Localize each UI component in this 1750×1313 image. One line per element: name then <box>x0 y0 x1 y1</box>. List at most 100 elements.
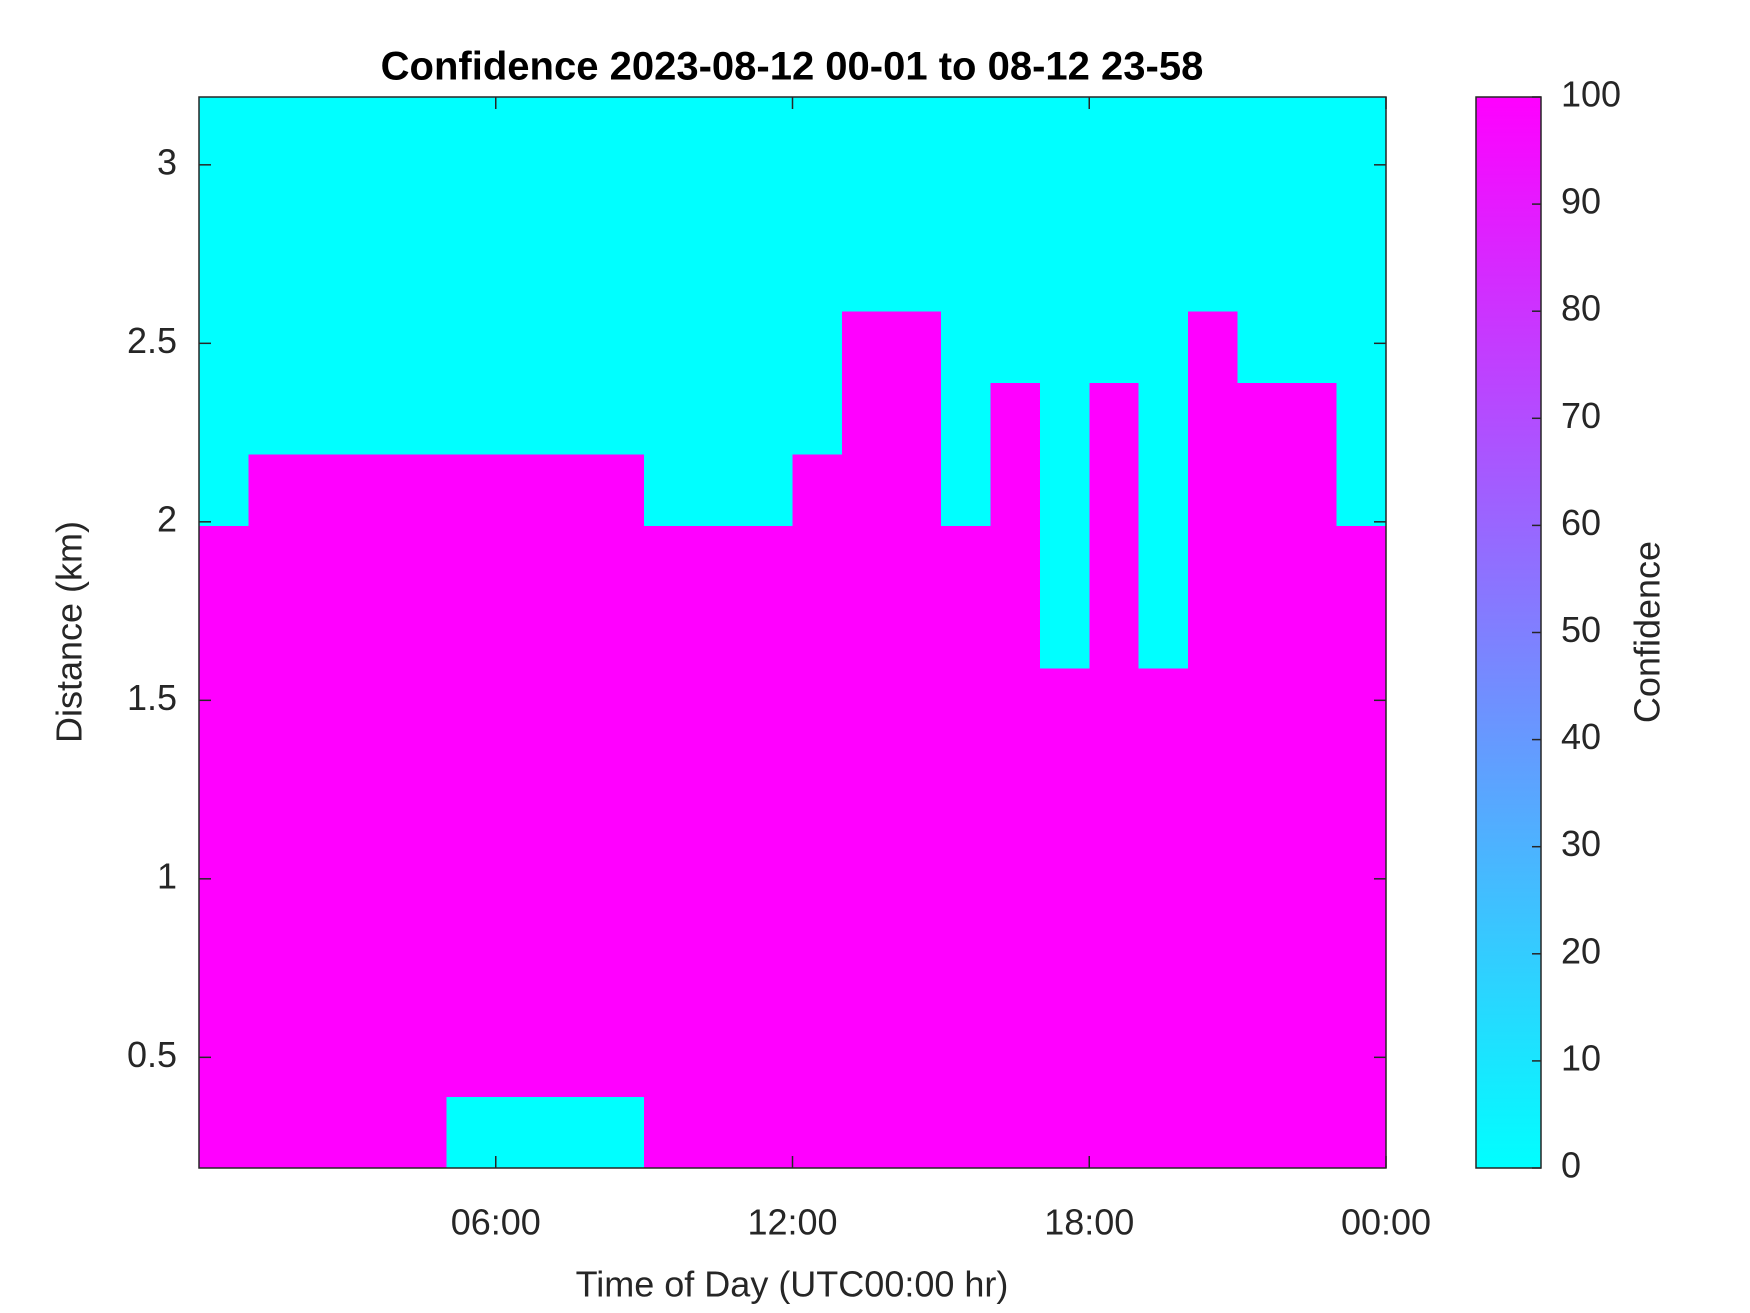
heatmap-cell <box>545 953 596 1026</box>
heatmap-cell <box>940 1025 991 1098</box>
heatmap-cell <box>495 811 546 883</box>
heatmap-cell <box>1237 739 1288 812</box>
heatmap-cell <box>990 1096 1041 1169</box>
heatmap-cell <box>1336 668 1387 741</box>
heatmap-cell <box>644 882 695 955</box>
heatmap-cell <box>1188 454 1239 526</box>
heatmap-cell <box>1287 382 1338 455</box>
heatmap-cell <box>891 311 942 384</box>
heatmap-cell <box>347 668 398 741</box>
heatmap-cell <box>644 953 695 1026</box>
colorbar <box>1475 96 1542 1169</box>
heatmap-cell <box>297 97 348 169</box>
heatmap-cell <box>693 811 744 883</box>
heatmap-cell <box>644 668 695 741</box>
heatmap-cell <box>891 168 942 241</box>
heatmap-cell <box>1138 953 1189 1026</box>
heatmap-cell <box>248 953 299 1026</box>
heatmap-cell <box>891 811 942 883</box>
heatmap-cell <box>1188 311 1239 384</box>
heatmap-cell <box>1336 168 1387 241</box>
heatmap-cell <box>743 525 793 598</box>
heatmap-cell <box>495 168 546 241</box>
heatmap-cell <box>248 454 299 526</box>
heatmap-cell <box>1237 953 1288 1026</box>
chart-title: Confidence 2023-08-12 00-01 to 08-12 23-… <box>381 45 1204 89</box>
heatmap-cell <box>297 1096 348 1169</box>
heatmap-cell <box>347 168 398 241</box>
heatmap-cell <box>347 454 398 526</box>
heatmap-cell <box>693 168 744 241</box>
heatmap-cell <box>199 811 249 883</box>
heatmap-cell <box>248 1025 299 1098</box>
heatmap-cell <box>1336 382 1387 455</box>
heatmap-cell <box>940 239 991 312</box>
heatmap-cell <box>841 239 892 312</box>
x-axis-label: Time of Day (UTC00:00 hr) <box>576 1264 1009 1305</box>
heatmap-cell <box>990 882 1041 955</box>
heatmap-cell <box>347 953 398 1026</box>
heatmap-cell <box>248 811 299 883</box>
heatmap-cell <box>1287 882 1338 955</box>
heatmap-cell <box>891 596 942 669</box>
heatmap-cell <box>248 97 299 169</box>
heatmap-cell <box>594 882 645 955</box>
heatmap-cell <box>248 739 299 812</box>
heatmap-cell <box>841 596 892 669</box>
heatmap-cell <box>990 454 1041 526</box>
heatmap-cell <box>940 596 991 669</box>
heatmap-cell <box>297 311 348 384</box>
heatmap-cell <box>446 668 497 741</box>
heatmap-cell <box>545 311 596 384</box>
heatmap-cell <box>644 454 695 526</box>
heatmap-cell <box>891 1096 942 1169</box>
heatmap-cell <box>940 382 991 455</box>
y-tick-label: 3 <box>157 141 177 182</box>
heatmap-cell <box>594 168 645 241</box>
heatmap-cell <box>297 953 348 1026</box>
heatmap-cell <box>743 739 793 812</box>
heatmap-cell <box>1188 382 1239 455</box>
heatmap-cell <box>396 882 447 955</box>
heatmap-cell <box>990 596 1041 669</box>
heatmap-cell <box>990 97 1041 169</box>
heatmap-cell <box>396 811 447 883</box>
heatmap-cell <box>743 168 793 241</box>
heatmap-cell <box>1287 454 1338 526</box>
heatmap-cell <box>446 454 497 526</box>
heatmap-cell <box>199 739 249 812</box>
heatmap-cell <box>248 668 299 741</box>
heatmap-cell <box>1138 454 1189 526</box>
heatmap-cell <box>594 1025 645 1098</box>
heatmap-cell <box>545 739 596 812</box>
heatmap-cell <box>644 596 695 669</box>
colorbar-tick-label: 0 <box>1561 1145 1581 1186</box>
heatmap-cell <box>1138 596 1189 669</box>
heatmap-cell <box>841 882 892 955</box>
heatmap-cell <box>396 454 447 526</box>
heatmap-cell <box>545 668 596 741</box>
colorbar-tick-label: 80 <box>1561 288 1601 329</box>
heatmap-cell <box>1237 668 1288 741</box>
heatmap-cell <box>396 97 447 169</box>
heatmap-cell <box>743 811 793 883</box>
heatmap-cell <box>297 382 348 455</box>
heatmap-cell <box>1336 525 1387 598</box>
heatmap-cell <box>891 525 942 598</box>
heatmap-cell <box>545 97 596 169</box>
heatmap-cell <box>1336 739 1387 812</box>
heatmap-cell <box>1237 1096 1288 1169</box>
heatmap-cell <box>940 882 991 955</box>
heatmap-cell <box>693 739 744 812</box>
heatmap-cell <box>545 811 596 883</box>
heatmap-cell <box>446 811 497 883</box>
heatmap-cell <box>446 1025 497 1098</box>
heatmap-cell <box>644 168 695 241</box>
heatmap-cell <box>1188 168 1239 241</box>
heatmap-cell <box>693 454 744 526</box>
heatmap-cell <box>1138 311 1189 384</box>
heatmap-cell <box>1237 382 1288 455</box>
heatmap-cell <box>347 311 398 384</box>
heatmap-cell <box>1138 739 1189 812</box>
heatmap-cell <box>1287 239 1338 312</box>
